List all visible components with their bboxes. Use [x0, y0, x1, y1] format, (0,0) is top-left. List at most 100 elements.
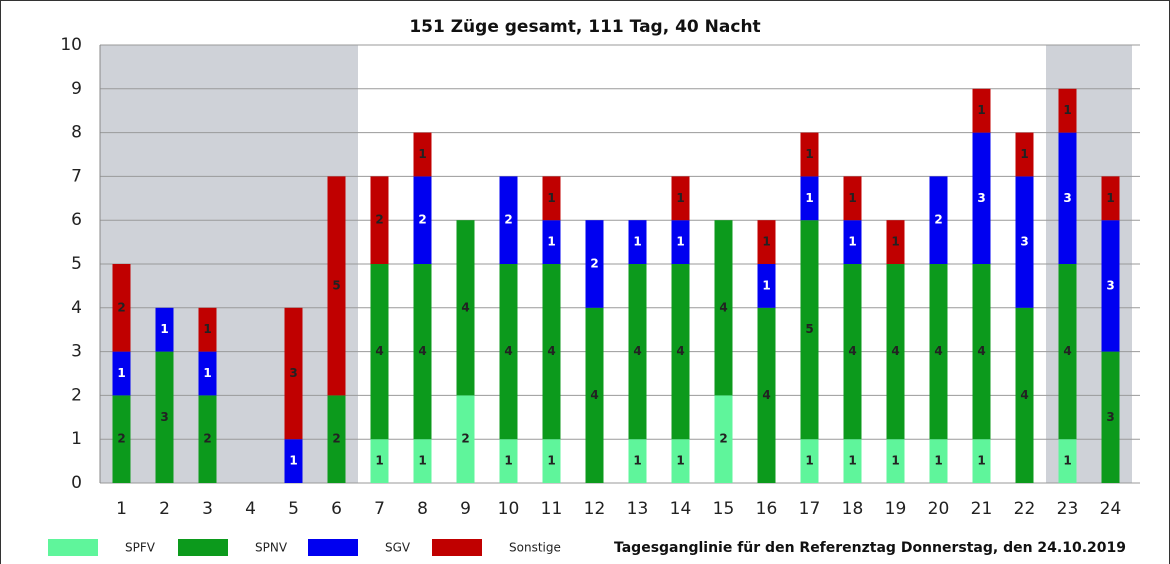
segment-label: 2 — [203, 432, 211, 446]
bar-segment — [413, 132, 432, 177]
x-tick-label: 1 — [116, 499, 127, 519]
bar-segment — [757, 307, 776, 483]
x-tick-label: 14 — [670, 499, 692, 519]
bar-segment — [284, 307, 303, 440]
bar-segment — [585, 220, 604, 308]
segment-label: 1 — [633, 454, 641, 468]
segment-label: 1 — [633, 235, 641, 249]
segment-label: 4 — [1063, 344, 1071, 358]
x-tick-label: 21 — [971, 499, 993, 519]
segment-label: 1 — [805, 147, 813, 161]
y-tick-label: 10 — [60, 35, 82, 55]
bar-segment — [800, 176, 819, 221]
bar-segment — [843, 264, 862, 440]
segment-label: 1 — [1106, 191, 1114, 205]
segment-label: 4 — [461, 300, 469, 314]
bar-segment — [929, 439, 948, 483]
bar-segment — [155, 307, 174, 352]
segment-label: 4 — [633, 344, 641, 358]
segment-label: 2 — [332, 432, 340, 446]
segment-label: 4 — [848, 344, 856, 358]
bar-segment — [198, 395, 217, 483]
bar-segment — [843, 220, 862, 264]
bar-segment — [671, 439, 690, 483]
segment-label: 3 — [1106, 410, 1114, 424]
legend-label: SPNV — [255, 541, 288, 555]
x-tick-label: 8 — [417, 499, 428, 519]
x-tick-label: 11 — [541, 499, 563, 519]
segment-label: 1 — [805, 191, 813, 205]
bar-segment — [1101, 351, 1120, 483]
bar-segment — [499, 176, 518, 264]
bar-segment — [198, 351, 217, 396]
segment-label: 4 — [934, 344, 942, 358]
bar-segment — [155, 351, 174, 483]
bar-segment — [284, 439, 303, 483]
bar-segment — [1101, 220, 1120, 352]
bar-segment — [499, 264, 518, 440]
segment-label: 1 — [891, 454, 899, 468]
bar-segment — [929, 176, 948, 264]
bar-segment — [972, 439, 991, 483]
segment-label: 2 — [117, 432, 125, 446]
x-tick-label: 22 — [1014, 499, 1036, 519]
bar-segment — [1015, 307, 1034, 483]
segment-label: 5 — [332, 278, 340, 292]
bar-segment — [800, 439, 819, 483]
bar-segment — [456, 395, 475, 483]
bar-segment — [671, 176, 690, 221]
bar-segment — [542, 439, 561, 483]
bar-segment — [800, 220, 819, 440]
bar-segment — [542, 176, 561, 221]
segment-label: 1 — [547, 454, 555, 468]
bar-segment — [370, 176, 389, 264]
bar-segment — [628, 220, 647, 264]
segment-label: 1 — [805, 454, 813, 468]
segment-label: 1 — [676, 454, 684, 468]
x-tick-label: 9 — [460, 499, 471, 519]
bar-segment — [327, 395, 346, 483]
x-tick-label: 5 — [288, 499, 299, 519]
bar-segment — [542, 220, 561, 264]
bar-segment — [714, 220, 733, 396]
bar-segment — [370, 264, 389, 440]
x-tick-label: 16 — [756, 499, 778, 519]
segment-label: 4 — [891, 344, 899, 358]
y-tick-label: 6 — [71, 210, 82, 230]
segment-label: 2 — [719, 432, 727, 446]
legend-label: SGV — [385, 541, 411, 555]
bar-segment — [499, 439, 518, 483]
x-tick-label: 7 — [374, 499, 385, 519]
bar-segment — [972, 132, 991, 264]
segment-label: 5 — [805, 322, 813, 336]
segment-label: 1 — [504, 454, 512, 468]
segment-label: 4 — [375, 344, 383, 358]
x-tick-label: 10 — [498, 499, 520, 519]
segment-label: 4 — [676, 344, 684, 358]
bar-segment — [370, 439, 389, 483]
segment-label: 4 — [504, 344, 512, 358]
bar-segment — [886, 439, 905, 483]
segment-label: 2 — [590, 257, 598, 271]
segment-label: 3 — [289, 366, 297, 380]
x-tick-label: 15 — [713, 499, 735, 519]
bar-segment — [671, 220, 690, 264]
chart-title: 151 Züge gesamt, 111 Tag, 40 Nacht — [409, 17, 760, 37]
segment-label: 1 — [203, 366, 211, 380]
bar-segment — [800, 132, 819, 177]
bar-segment — [585, 307, 604, 483]
segment-label: 1 — [762, 235, 770, 249]
y-tick-label: 3 — [71, 342, 82, 362]
segment-label: 1 — [1020, 147, 1028, 161]
y-tick-label: 2 — [71, 385, 82, 405]
bar-segment — [843, 439, 862, 483]
segment-label: 1 — [848, 235, 856, 249]
bar-segment — [628, 439, 647, 483]
y-tick-label: 4 — [71, 298, 82, 318]
y-tick-label: 9 — [71, 79, 82, 99]
segment-label: 1 — [418, 147, 426, 161]
y-tick-label: 0 — [71, 473, 82, 493]
segment-label: 4 — [547, 344, 555, 358]
segment-label: 1 — [676, 191, 684, 205]
segment-label: 1 — [934, 454, 942, 468]
